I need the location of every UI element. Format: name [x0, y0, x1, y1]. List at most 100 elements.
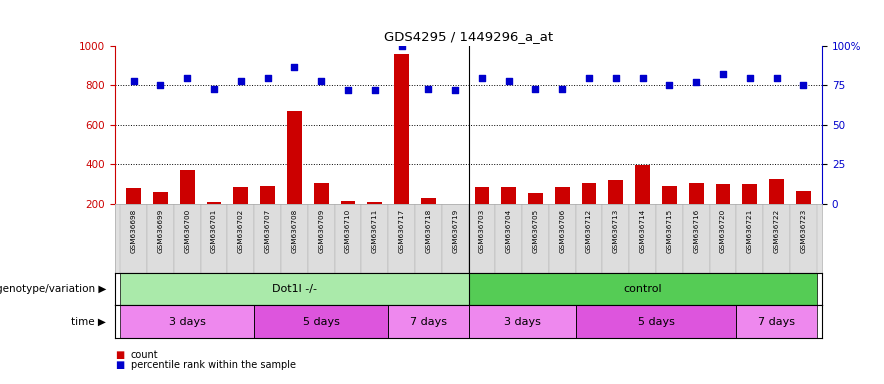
- Bar: [147, 204, 174, 273]
- Point: [501, 78, 515, 84]
- Bar: [475, 187, 489, 204]
- Text: count: count: [131, 350, 158, 360]
- Text: ■: ■: [115, 360, 124, 370]
- Bar: [287, 111, 301, 204]
- Point: [394, 43, 408, 49]
- Bar: [522, 204, 549, 273]
- Bar: [608, 180, 623, 204]
- Text: GSM636705: GSM636705: [532, 209, 538, 253]
- Point: [341, 87, 355, 93]
- Text: Dot1l -/-: Dot1l -/-: [272, 284, 316, 294]
- Bar: [501, 187, 516, 204]
- Point: [126, 78, 141, 84]
- Text: GSM636712: GSM636712: [586, 209, 592, 253]
- Text: GSM636707: GSM636707: [264, 209, 271, 253]
- Point: [233, 78, 248, 84]
- Bar: [120, 204, 147, 273]
- Point: [690, 79, 704, 85]
- Point: [609, 74, 623, 81]
- Bar: [340, 200, 355, 204]
- Bar: [362, 204, 388, 273]
- Bar: [716, 184, 730, 204]
- Point: [475, 74, 489, 81]
- Bar: [636, 165, 650, 204]
- Text: 5 days: 5 days: [302, 316, 339, 327]
- Text: time ▶: time ▶: [72, 316, 106, 327]
- Text: control: control: [623, 284, 662, 294]
- Text: GSM636716: GSM636716: [693, 209, 699, 253]
- Point: [180, 74, 194, 81]
- Text: 5 days: 5 days: [637, 316, 674, 327]
- Bar: [603, 204, 629, 273]
- Bar: [769, 179, 784, 204]
- Point: [154, 83, 168, 89]
- Bar: [469, 204, 495, 273]
- Bar: [495, 204, 522, 273]
- Bar: [207, 202, 221, 204]
- Bar: [469, 273, 817, 305]
- Bar: [314, 183, 329, 204]
- Bar: [368, 202, 382, 204]
- Bar: [233, 187, 248, 204]
- Text: 3 days: 3 days: [169, 316, 206, 327]
- Bar: [281, 204, 308, 273]
- Bar: [689, 183, 704, 204]
- Text: GSM636700: GSM636700: [184, 209, 190, 253]
- Text: GSM636709: GSM636709: [318, 209, 324, 253]
- Text: GSM636708: GSM636708: [292, 209, 297, 253]
- Bar: [469, 305, 575, 338]
- Bar: [120, 273, 469, 305]
- Bar: [549, 204, 575, 273]
- Text: GSM636719: GSM636719: [452, 209, 458, 253]
- Bar: [255, 204, 281, 273]
- Bar: [442, 204, 469, 273]
- Bar: [575, 204, 603, 273]
- Bar: [201, 204, 227, 273]
- Bar: [421, 198, 436, 204]
- Text: 7 days: 7 days: [410, 316, 446, 327]
- Text: GSM636702: GSM636702: [238, 209, 244, 253]
- Text: GSM636704: GSM636704: [506, 209, 512, 253]
- Text: GSM636711: GSM636711: [372, 209, 377, 253]
- Bar: [174, 204, 201, 273]
- Bar: [736, 204, 763, 273]
- Bar: [743, 184, 758, 204]
- Point: [448, 87, 462, 93]
- Text: GSM636720: GSM636720: [720, 209, 726, 253]
- Text: genotype/variation ▶: genotype/variation ▶: [0, 284, 106, 294]
- Bar: [415, 204, 442, 273]
- Point: [529, 86, 543, 92]
- Point: [769, 74, 783, 81]
- Text: GSM636713: GSM636713: [613, 209, 619, 253]
- Text: GSM636717: GSM636717: [399, 209, 405, 253]
- Text: GSM636699: GSM636699: [157, 209, 164, 253]
- Point: [368, 87, 382, 93]
- Bar: [179, 170, 194, 204]
- Bar: [736, 305, 817, 338]
- Text: GSM636703: GSM636703: [479, 209, 485, 253]
- Text: 3 days: 3 days: [504, 316, 540, 327]
- Point: [716, 71, 730, 78]
- Point: [582, 74, 596, 81]
- Point: [287, 63, 301, 70]
- Text: GSM636722: GSM636722: [774, 209, 780, 253]
- Text: GSM636723: GSM636723: [800, 209, 806, 253]
- Bar: [528, 193, 543, 204]
- Bar: [763, 204, 790, 273]
- Bar: [260, 186, 275, 204]
- Bar: [255, 305, 388, 338]
- Point: [422, 86, 436, 92]
- Bar: [662, 186, 677, 204]
- Text: GSM636710: GSM636710: [345, 209, 351, 253]
- Bar: [334, 204, 362, 273]
- Title: GDS4295 / 1449296_a_at: GDS4295 / 1449296_a_at: [384, 30, 553, 43]
- Text: GSM636706: GSM636706: [560, 209, 565, 253]
- Point: [796, 83, 811, 89]
- Text: GSM636714: GSM636714: [640, 209, 645, 253]
- Point: [743, 74, 757, 81]
- Point: [314, 78, 328, 84]
- Text: GSM636698: GSM636698: [131, 209, 137, 253]
- Bar: [682, 204, 710, 273]
- Bar: [796, 191, 811, 204]
- Bar: [227, 204, 255, 273]
